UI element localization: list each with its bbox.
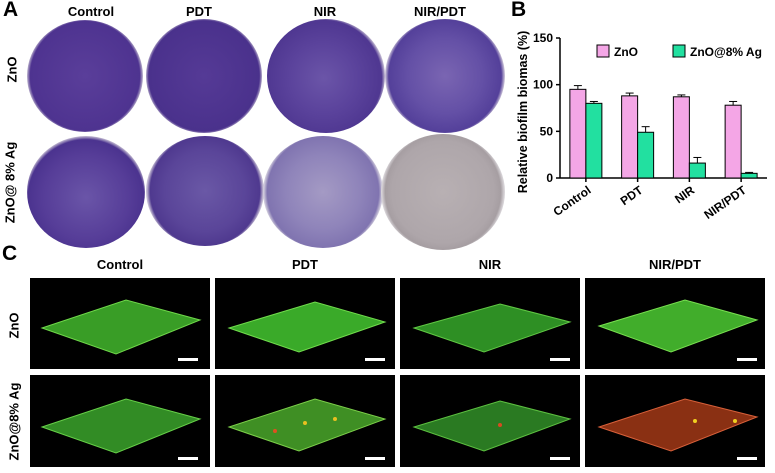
y-tick-label: 0 [546, 171, 553, 185]
panel-c-row-znoag: ZnO@8% Ag [6, 382, 22, 461]
bar-zno-nir [672, 96, 690, 179]
panel-c-col-control: Control [96, 257, 144, 272]
bar-zno-8-ag-control [585, 102, 603, 179]
panel-a-row-zno: ZnO [4, 56, 20, 83]
confocal-znoag-control [30, 375, 210, 467]
legend-label: ZnO@8% Ag [690, 45, 762, 59]
dish-zno-control [27, 20, 143, 132]
dish-znoag-nir [263, 136, 383, 248]
confocal-zno-nir [400, 278, 580, 369]
dish-znoag-pdt [146, 136, 264, 246]
scale-bar [550, 457, 570, 460]
scale-bar [737, 358, 757, 361]
scale-bar [737, 457, 757, 460]
x-tick-label: NIR/PDT [701, 183, 749, 222]
bar-zno-pdt [621, 95, 639, 179]
scale-bar [365, 358, 385, 361]
confocal-znoag-nirpdt [585, 375, 765, 467]
confocal-zno-nirpdt [585, 278, 765, 369]
panel-a-row-znoag: ZnO@ 8% Ag [2, 141, 18, 224]
y-tick-label: 50 [540, 124, 554, 138]
panel-c-col-nirpdt: NIR/PDT [649, 257, 701, 272]
scale-bar [178, 358, 198, 361]
dish-zno-pdt [146, 19, 262, 133]
dish-zno-nirpdt [385, 19, 505, 133]
x-tick-label: NIR [672, 183, 697, 207]
y-tick-label: 150 [533, 31, 553, 45]
bar-zno-8-ag-nir [688, 162, 706, 179]
panel-label-a: A [3, 0, 19, 21]
panel-a-col-nirpdt: NIR/PDT [414, 4, 466, 19]
x-tick-label: PDT [618, 183, 646, 209]
scale-bar [178, 457, 198, 460]
panel-c-col-nir: NIR [478, 257, 502, 272]
confocal-zno-control [30, 278, 210, 369]
scale-bar [550, 358, 570, 361]
legend-label: ZnO [614, 45, 638, 59]
x-tick-label: Control [551, 183, 594, 219]
bar-zno-8-ag-nir-pdt [740, 172, 758, 179]
confocal-znoag-pdt [215, 375, 395, 467]
dish-zno-nir [267, 19, 385, 133]
panel-label-b: B [511, 0, 527, 21]
panel-label-c: C [2, 242, 18, 265]
confocal-znoag-nir [400, 375, 580, 467]
confocal-zno-pdt [215, 278, 395, 369]
dish-znoag-control [27, 136, 145, 248]
bar-zno-control [569, 88, 587, 179]
panel-a-col-pdt: PDT [186, 4, 212, 19]
bar-zno-nir-pdt [724, 104, 742, 179]
bar-zno-8-ag-pdt [637, 131, 655, 179]
scale-bar [365, 457, 385, 460]
panel-a-col-nir: NIR [313, 4, 337, 19]
panel-c-col-pdt: PDT [292, 257, 318, 272]
panel-c-row-zno: ZnO [6, 312, 22, 339]
y-tick-label: 100 [533, 78, 553, 92]
dish-znoag-nirpdt [381, 134, 505, 250]
legend-swatch [596, 44, 610, 58]
panel-a-col-control: Control [67, 4, 115, 19]
y-axis-label: Relative biofilm biomas (%) [516, 31, 530, 194]
legend-swatch [672, 44, 686, 58]
